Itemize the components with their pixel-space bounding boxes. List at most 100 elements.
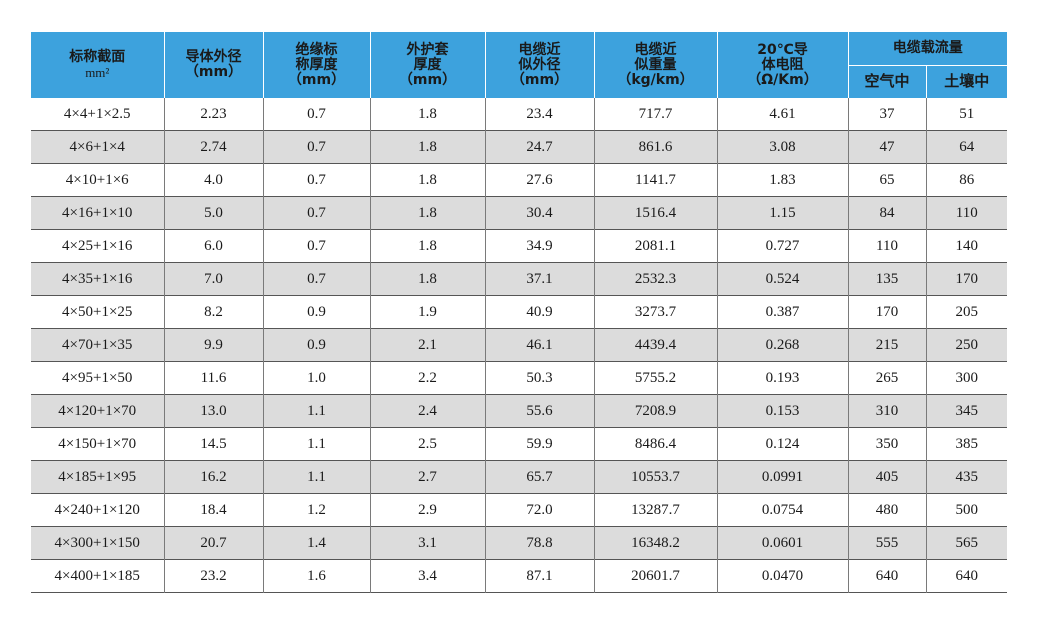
- header-sheath-line2: 厚度: [413, 56, 442, 73]
- header-sheath-thickness: 外护套 厚度 （mm）: [370, 32, 486, 98]
- cell-ampacity-soil: 640: [926, 559, 1007, 593]
- cell-ampacity-soil: 110: [926, 196, 1007, 230]
- table-row: 4×95+1×50 11.6 1.0 2.2 50.3 5755.2 0.193 265 300: [31, 361, 1007, 395]
- cell-conductor-od: 6.0: [164, 229, 264, 263]
- cell-conductor-od: 2.23: [164, 98, 264, 131]
- header-insulation-unit: （mm）: [287, 71, 346, 88]
- cell-resistance: 1.15: [717, 196, 849, 230]
- table-row: 4×16+1×10 5.0 0.7 1.8 30.4 1516.4 1.15 84 110: [31, 196, 1007, 230]
- cell-cable-od: 78.8: [485, 526, 595, 560]
- header-ampacity: 电缆载流量: [848, 32, 1007, 66]
- header-nominal-section: 标称截面 mm²: [31, 32, 165, 98]
- cell-conductor-od: 8.2: [164, 295, 264, 329]
- header-conductor-resistance: 20℃导 体电阻 （Ω/Km）: [717, 32, 849, 98]
- cell-sheath: 2.5: [370, 427, 486, 461]
- cell-sheath: 1.9: [370, 295, 486, 329]
- cell-resistance: 4.61: [717, 98, 849, 131]
- cell-insulation: 1.1: [263, 427, 371, 461]
- cell-ampacity-soil: 385: [926, 427, 1007, 461]
- header-conductor-od-unit: （mm）: [184, 64, 243, 80]
- cell-ampacity-air: 170: [848, 295, 927, 329]
- header-resistance-line1: 20℃导: [757, 41, 808, 58]
- cell-ampacity-soil: 435: [926, 460, 1007, 494]
- cell-sheath: 2.1: [370, 328, 486, 362]
- header-weight-line1: 电缆近: [634, 41, 677, 58]
- cell-ampacity-air: 37: [848, 98, 927, 131]
- cell-ampacity-soil: 170: [926, 262, 1007, 296]
- cell-section: 4×400+1×185: [31, 559, 165, 593]
- cell-section: 4×50+1×25: [31, 295, 165, 329]
- cell-weight: 4439.4: [594, 328, 718, 362]
- cell-weight: 1141.7: [594, 163, 718, 197]
- cell-sheath: 3.1: [370, 526, 486, 560]
- cell-weight: 861.6: [594, 130, 718, 164]
- cell-sheath: 2.2: [370, 361, 486, 395]
- cell-weight: 1516.4: [594, 196, 718, 230]
- cell-conductor-od: 5.0: [164, 196, 264, 230]
- cell-insulation: 0.9: [263, 328, 371, 362]
- cell-section: 4×185+1×95: [31, 460, 165, 494]
- cell-conductor-od: 23.2: [164, 559, 264, 593]
- header-weight-line2: 似重量: [634, 56, 677, 73]
- cell-cable-od: 23.4: [485, 98, 595, 131]
- header-cable-od-line1: 电缆近: [518, 41, 561, 58]
- cell-weight: 5755.2: [594, 361, 718, 395]
- cell-ampacity-air: 215: [848, 328, 927, 362]
- cell-ampacity-soil: 345: [926, 394, 1007, 428]
- cell-ampacity-soil: 250: [926, 328, 1007, 362]
- table-header: 标称截面 mm² 导体外径 （mm） 绝缘标 称厚度 （mm） 外护套 厚度 （…: [31, 32, 1007, 98]
- cell-conductor-od: 11.6: [164, 361, 264, 395]
- header-resistance-line2: 体电阻: [761, 56, 804, 73]
- table-row: 4×10+1×6 4.0 0.7 1.8 27.6 1141.7 1.83 65 86: [31, 163, 1007, 197]
- cell-weight: 20601.7: [594, 559, 718, 593]
- table-row: 4×70+1×35 9.9 0.9 2.1 46.1 4439.4 0.268 215 250: [31, 328, 1007, 362]
- cell-ampacity-air: 47: [848, 130, 927, 164]
- cell-weight: 717.7: [594, 98, 718, 131]
- cell-insulation: 0.9: [263, 295, 371, 329]
- header-sheath-unit: （mm）: [398, 71, 457, 88]
- table-row: 4×50+1×25 8.2 0.9 1.9 40.9 3273.7 0.387 170 205: [31, 295, 1007, 329]
- cell-section: 4×70+1×35: [31, 328, 165, 362]
- cell-weight: 3273.7: [594, 295, 718, 329]
- cell-insulation: 1.1: [263, 460, 371, 494]
- cell-resistance: 0.268: [717, 328, 849, 362]
- cell-resistance: 0.524: [717, 262, 849, 296]
- header-cable-od: 电缆近 似外径 （mm）: [485, 32, 595, 98]
- cell-insulation: 1.6: [263, 559, 371, 593]
- cell-ampacity-air: 405: [848, 460, 927, 494]
- cell-weight: 13287.7: [594, 493, 718, 527]
- cell-sheath: 1.8: [370, 196, 486, 230]
- cell-insulation: 1.4: [263, 526, 371, 560]
- cell-insulation: 0.7: [263, 196, 371, 230]
- table-row: 4×150+1×70 14.5 1.1 2.5 59.9 8486.4 0.124 350 38…: [31, 427, 1007, 461]
- header-conductor-od: 导体外径 （mm）: [164, 32, 264, 98]
- header-weight-unit: （kg/km）: [617, 71, 694, 88]
- cell-sheath: 1.8: [370, 163, 486, 197]
- cell-cable-od: 72.0: [485, 493, 595, 527]
- cell-cable-od: 55.6: [485, 394, 595, 428]
- table-row: 4×35+1×16 7.0 0.7 1.8 37.1 2532.3 0.524 135 170: [31, 262, 1007, 296]
- cell-section: 4×150+1×70: [31, 427, 165, 461]
- cell-resistance: 0.193: [717, 361, 849, 395]
- table-row: 4×120+1×70 13.0 1.1 2.4 55.6 7208.9 0.153 310 34…: [31, 394, 1007, 428]
- cell-cable-od: 65.7: [485, 460, 595, 494]
- table-row: 4×4+1×2.5 2.23 0.7 1.8 23.4 717.7 4.61 37 51: [31, 98, 1007, 131]
- cell-conductor-od: 18.4: [164, 493, 264, 527]
- cell-section: 4×10+1×6: [31, 163, 165, 197]
- table-row: 4×6+1×4 2.74 0.7 1.8 24.7 861.6 3.08 47 64: [31, 130, 1007, 164]
- cell-ampacity-soil: 500: [926, 493, 1007, 527]
- cell-resistance: 0.727: [717, 229, 849, 263]
- table-row: 4×25+1×16 6.0 0.7 1.8 34.9 2081.1 0.727 110 140: [31, 229, 1007, 263]
- cell-sheath: 2.7: [370, 460, 486, 494]
- cell-section: 4×240+1×120: [31, 493, 165, 527]
- header-insulation-line1: 绝缘标: [295, 41, 338, 58]
- table-row: 4×400+1×185 23.2 1.6 3.4 87.1 20601.7 0.0470 64…: [31, 559, 1007, 593]
- table-row: 4×300+1×150 20.7 1.4 3.1 78.8 16348.2 0.0601 55…: [31, 526, 1007, 560]
- cell-section: 4×16+1×10: [31, 196, 165, 230]
- cell-ampacity-air: 310: [848, 394, 927, 428]
- cell-sheath: 2.4: [370, 394, 486, 428]
- cell-cable-od: 59.9: [485, 427, 595, 461]
- table-row: 4×240+1×120 18.4 1.2 2.9 72.0 13287.7 0.0754 48…: [31, 493, 1007, 527]
- cell-conductor-od: 16.2: [164, 460, 264, 494]
- cell-resistance: 0.387: [717, 295, 849, 329]
